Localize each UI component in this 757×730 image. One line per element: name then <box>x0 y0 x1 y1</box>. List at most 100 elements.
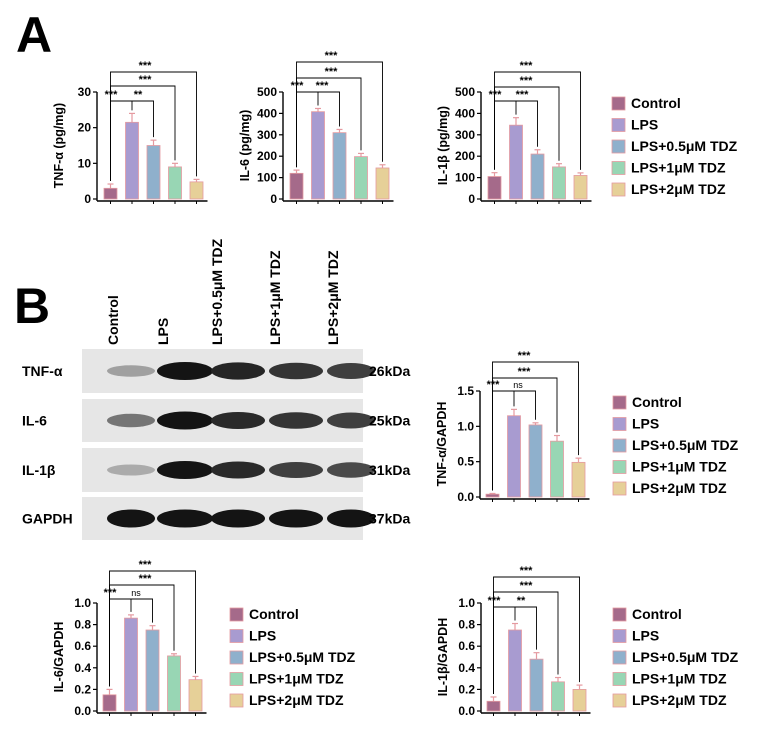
significance-bracket <box>110 71 197 182</box>
legend-label: LPS+0.5μM TDZ <box>249 649 356 665</box>
legend-swatch <box>612 417 627 431</box>
bar-chart: 0.0 0.2 0.4 0.6 0.8 1.0 IL-6/GAPDH *** ns *** *** <box>52 559 207 718</box>
bar <box>146 145 161 200</box>
bar <box>145 629 160 712</box>
significance-label: *** <box>325 66 339 78</box>
y-tick-label: 300 <box>455 128 475 142</box>
bar <box>486 700 501 712</box>
legends-layer: Control LPS LPS+0.5μM TDZ LPS+1μM TDZ LPS+2μ… <box>229 95 739 708</box>
legend-swatch <box>612 481 627 496</box>
y-tick-label: 500 <box>257 85 277 99</box>
significance-label: *** <box>139 60 153 72</box>
protein-band <box>269 509 323 528</box>
legend: Control LPS LPS+0.5μM TDZ LPS+1μM TDZ LPS+2μ… <box>229 606 356 708</box>
bar <box>102 694 117 712</box>
legend-label: Control <box>631 95 681 111</box>
bar <box>485 493 500 498</box>
protein-band <box>211 412 265 429</box>
significance-label: *** <box>104 587 118 599</box>
y-tick-label: 200 <box>455 149 475 163</box>
legend-label: LPS+2μM TDZ <box>632 480 727 496</box>
y-tick-label: 300 <box>257 128 277 142</box>
y-tick-label: 0 <box>84 192 91 206</box>
y-tick-label: 0.8 <box>74 618 91 632</box>
significance-label: *** <box>487 379 501 391</box>
significance-label: ns <box>513 380 523 390</box>
lane-label: LPS+1μM TDZ <box>267 250 283 345</box>
protein-band <box>211 362 265 380</box>
significance-label: *** <box>489 89 503 101</box>
legend-label: Control <box>632 606 682 622</box>
bar <box>168 166 182 200</box>
bar <box>530 153 545 200</box>
bar <box>311 111 325 200</box>
protein-band <box>211 461 265 479</box>
y-tick-label: 200 <box>257 149 277 163</box>
y-tick-label: 0 <box>468 192 475 206</box>
legend-label: LPS+1μM TDZ <box>249 671 344 687</box>
y-tick-label: 20 <box>78 121 92 135</box>
molecular-weight-label: 31kDa <box>369 462 410 478</box>
legend-swatch <box>611 118 626 132</box>
western-blot: Control LPS LPS+0.5μM TDZ LPS+1μM TDZ LPS+2μ… <box>22 238 410 540</box>
protein-label: TNF-α <box>22 363 63 379</box>
legend-label: LPS+2μM TDZ <box>632 692 727 708</box>
bar-chart: 0.0 0.5 1.0 1.5 TNF-α/GAPDH *** ns *** *** <box>435 350 590 504</box>
bar <box>167 655 181 712</box>
protein-band <box>327 462 375 478</box>
legend-label: LPS+0.5μM TDZ <box>632 437 739 453</box>
legend-label: LPS+1μM TDZ <box>632 671 727 687</box>
y-axis-label: TNF-α (pg/mg) <box>52 103 66 188</box>
lane-label: LPS <box>155 318 171 345</box>
bar <box>487 176 502 200</box>
bar <box>508 629 522 712</box>
y-axis-label: IL-6 (pg/mg) <box>238 110 252 182</box>
bar <box>571 461 586 498</box>
significance-label: *** <box>291 80 305 92</box>
legend-swatch <box>612 629 627 643</box>
bar <box>125 121 139 200</box>
y-tick-label: 0.6 <box>458 639 475 653</box>
bar-chart: 0 100 200 300 400 500 IL-6 (pg/mg) *** *** *** *** <box>238 50 394 206</box>
significance-bracket <box>296 77 362 168</box>
y-tick-label: 400 <box>257 106 277 120</box>
significance-bracket <box>109 584 175 687</box>
bar <box>354 156 368 200</box>
legend-swatch <box>612 672 627 686</box>
significance-bracket <box>109 570 196 687</box>
y-tick-label: 1.0 <box>74 596 91 610</box>
significance-label: ** <box>517 595 526 607</box>
significance-label: *** <box>520 580 534 592</box>
significance-label: *** <box>105 89 119 101</box>
y-tick-label: 0.0 <box>457 490 474 504</box>
molecular-weight-label: 25kDa <box>369 413 410 429</box>
panel-label-b: B <box>14 278 50 334</box>
protein-band <box>107 509 155 528</box>
y-tick-label: 100 <box>455 171 475 185</box>
legend-swatch <box>229 607 244 622</box>
lane-label: LPS+2μM TDZ <box>325 250 341 345</box>
legend-label: LPS <box>631 117 658 133</box>
protein-label: IL-1β <box>22 462 56 478</box>
legend: Control LPS LPS+0.5μM TDZ LPS+1μM TDZ LPS+2μ… <box>612 606 739 708</box>
legend-swatch <box>612 650 627 665</box>
y-tick-label: 0.2 <box>74 682 91 696</box>
legend: Control LPS LPS+0.5μM TDZ LPS+1μM TDZ LPS+2μ… <box>611 95 738 197</box>
bar <box>550 440 564 498</box>
legend: Control LPS LPS+0.5μM TDZ LPS+1μM TDZ LPS+2μ… <box>612 394 739 496</box>
legend-swatch <box>612 395 627 410</box>
legend-label: LPS+0.5μM TDZ <box>632 649 739 665</box>
bar <box>189 181 204 200</box>
legend-label: LPS <box>249 628 276 644</box>
legend-label: LPS+1μM TDZ <box>632 459 727 475</box>
protein-label: GAPDH <box>22 511 73 527</box>
lane-label: LPS+0.5μM TDZ <box>209 238 225 345</box>
bar-chart: 0.00.20.40.60.81.0IL-1β/GAPDH*** ******** <box>436 565 591 718</box>
y-tick-label: 1.0 <box>458 596 475 610</box>
y-tick-label: 0.5 <box>457 455 474 469</box>
legend-label: Control <box>632 394 682 410</box>
legend-swatch <box>611 182 626 197</box>
bar-chart: 0 100 200 300 400 500 IL-1β (pg/mg) *** *** *** **… <box>436 60 592 206</box>
